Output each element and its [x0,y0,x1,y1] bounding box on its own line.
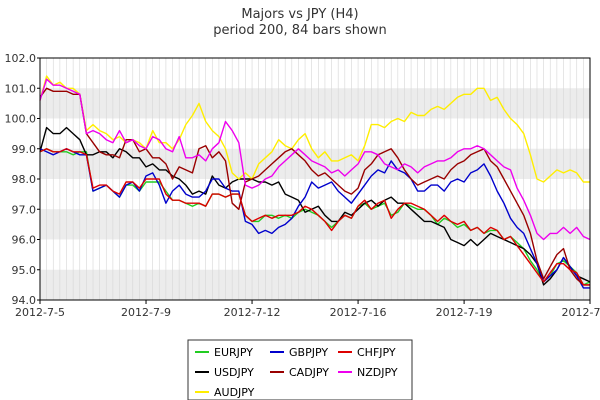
chart-subtitle: period 200, 84 bars shown [213,23,387,38]
chart-title: Majors vs JPY (H4) [241,7,358,22]
legend-label-gbpjpy: GBPJPY [289,346,328,359]
y-tick-label: 98.0 [12,173,37,186]
series-lines [39,75,591,289]
legend: EURJPY GBPJPY CHFJPY USDJPY CADJPY NZDJPY AUDJ… [187,339,413,400]
legend-label-nzdjpy: NZDJPY [357,366,398,379]
legend-box [187,339,413,400]
y-tick-label: 101.0 [5,82,37,95]
y-tick-label: 96.0 [12,234,37,247]
series-line-usdjpy [39,126,591,286]
y-tick-label: 94.0 [12,294,37,307]
legend-label-audjpy: AUDJPY [214,386,255,399]
x-axis: 2012-7-5 2012-7-9 2012-7-12 2012-7-16 2012-7… [15,300,600,319]
legend-label-eurjpy: EURJPY [214,346,253,359]
y-tick-label: 102.0 [5,52,37,65]
legend-label-cadjpy: CADJPY [289,366,329,379]
x-tick-label: 2012-7-19 [436,306,493,319]
grid-band [40,269,590,300]
series-line-nzdjpy [39,78,591,241]
plot-bands [40,58,590,300]
y-tick-label: 97.0 [12,203,37,216]
y-tick-label: 99.0 [12,143,37,156]
grid-band [40,88,590,119]
legend-label-usdjpy: USDJPY [214,366,254,379]
y-tick-label: 100.0 [5,113,37,126]
y-tick-label: 95.0 [12,264,37,277]
x-tick-label: 2012-7-9 [121,306,171,319]
x-tick-label: 2012-7-5 [15,306,65,319]
series-line-chfjpy [39,148,590,286]
legend-label-chfjpy: CHFJPY [357,346,396,359]
x-tick-label: 2012-7-23 [562,306,600,319]
y-axis: 94.0 95.0 96.0 97.0 98.0 99.0 100.0 101.0 102.0 [5,52,40,307]
x-tick-label: 2012-7-16 [330,306,387,319]
x-tick-label: 2012-7-12 [224,306,281,319]
